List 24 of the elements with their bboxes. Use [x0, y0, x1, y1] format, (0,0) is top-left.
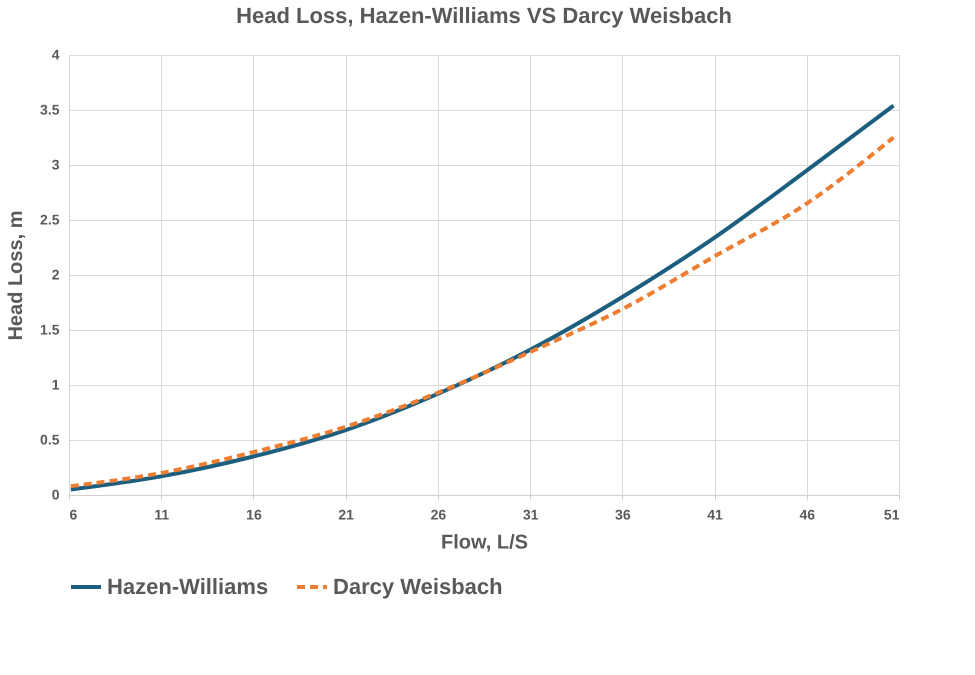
x-tick-label: 41 — [707, 506, 724, 522]
y-tick-label: 3.5 — [40, 102, 60, 118]
legend-label: Darcy Weisbach — [333, 574, 503, 599]
y-tick-label: 1 — [52, 376, 60, 392]
y-tick-label: 0 — [52, 486, 60, 502]
x-axis-title: Flow, L/S — [440, 532, 528, 554]
x-tick-label: 21 — [338, 506, 354, 522]
y-tick-label: 3 — [52, 156, 60, 172]
y-tick-label: 2 — [52, 266, 60, 282]
y-tick-label: 2.5 — [40, 212, 60, 228]
legend-label: Hazen-Williams — [107, 574, 268, 599]
x-tick-label: 31 — [522, 506, 539, 522]
x-tick-label: 46 — [799, 506, 816, 522]
y-tick-label: 1.5 — [40, 322, 60, 338]
x-tick-label: 16 — [246, 506, 262, 522]
x-tick-label: 51 — [884, 506, 900, 522]
x-tick-label: 6 — [70, 506, 78, 522]
y-tick-label: 0.5 — [40, 432, 60, 448]
x-tick-label: 36 — [615, 506, 631, 522]
x-tick-label: 11 — [154, 506, 170, 522]
x-tick-label: 26 — [430, 506, 446, 522]
y-axis-title: Head Loss, m — [5, 210, 28, 341]
y-tick-label: 4 — [52, 46, 60, 62]
chart-title: Head Loss, Hazen-Williams VS Darcy Weisbach — [236, 3, 732, 28]
